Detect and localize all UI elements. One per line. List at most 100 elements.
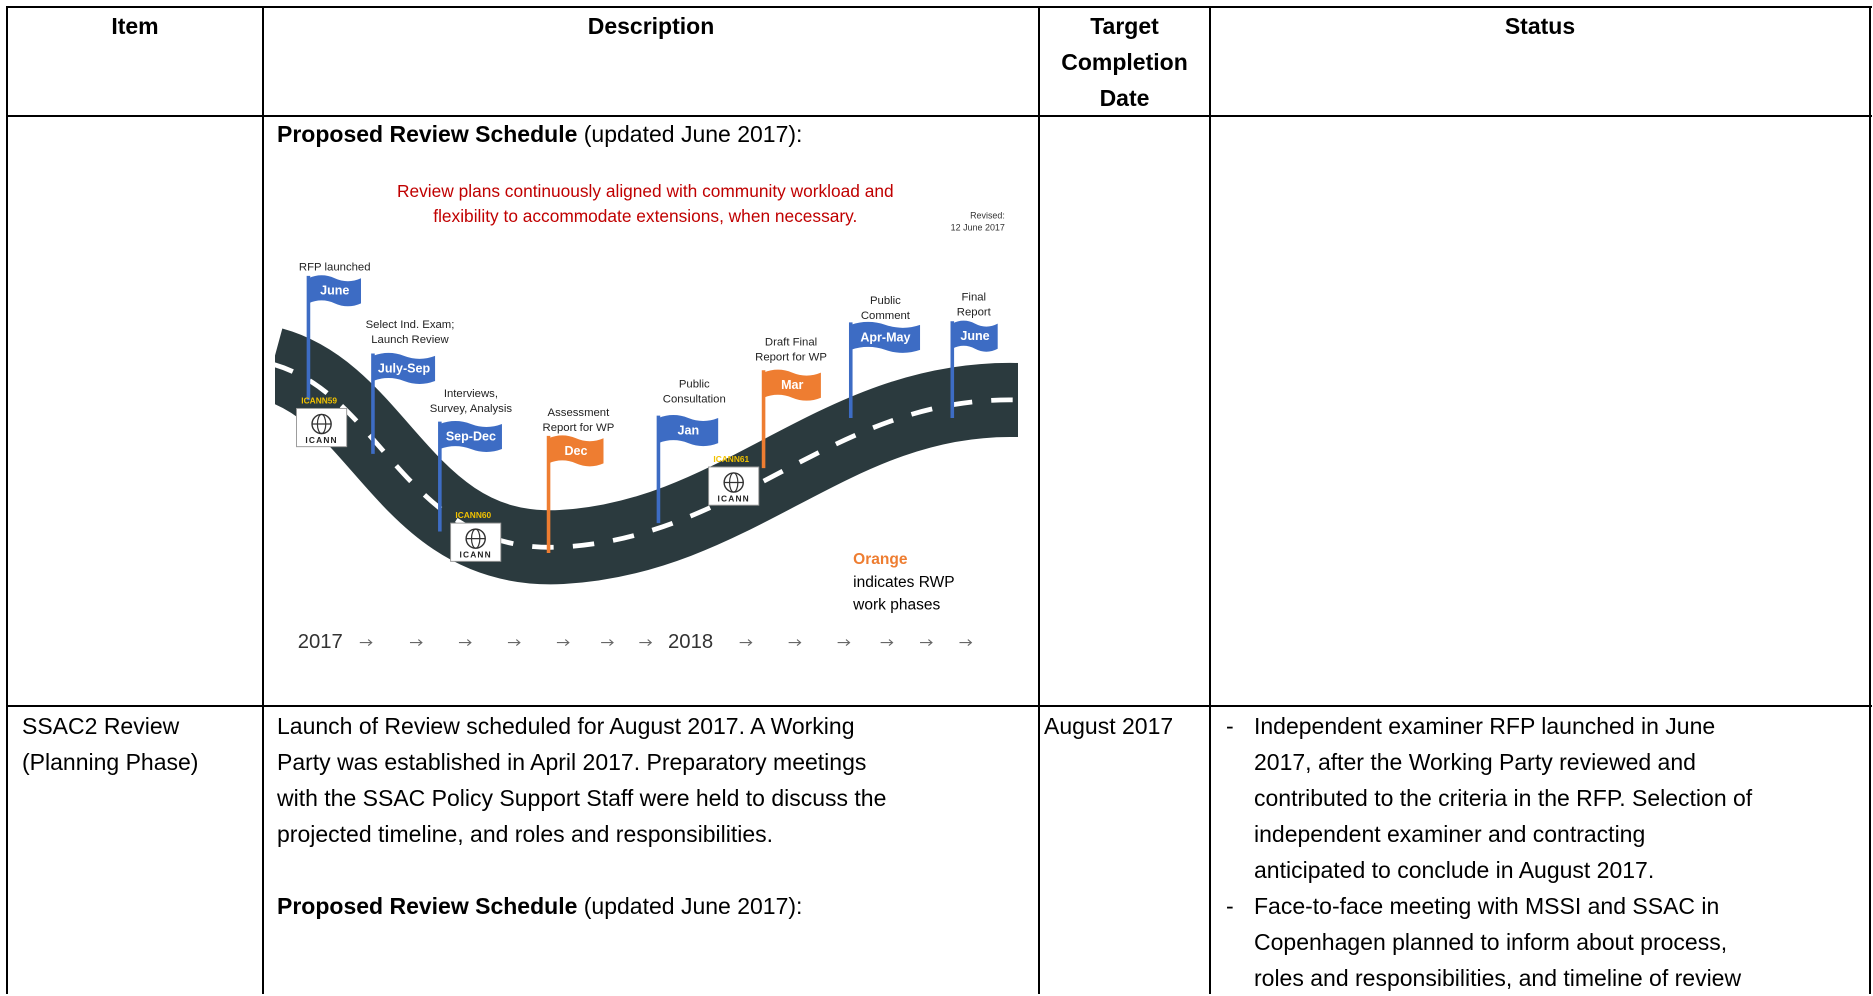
flag-month: June	[960, 329, 989, 343]
flag	[658, 415, 719, 447]
flag	[308, 275, 362, 307]
bullet-mark: -	[1226, 893, 1234, 919]
year-label: 2017	[298, 631, 343, 653]
header-item: Item	[111, 13, 159, 39]
timeline-arrow	[959, 639, 973, 646]
flag	[952, 320, 998, 352]
description-line: Launch of Review scheduled for August 20…	[277, 713, 855, 739]
border	[262, 6, 264, 994]
revised-note: Revised:	[970, 210, 1005, 220]
flag-month: Mar	[781, 378, 803, 392]
schedule-heading: Proposed Review Schedule (updated June 2…	[277, 888, 802, 924]
flag-label: Select Ind. Exam;	[366, 319, 455, 331]
flag-label: Interviews,	[444, 388, 498, 400]
bullet-text: Face-to-face meeting with MSSI and SSAC …	[1254, 888, 1741, 996]
flag-label: Report for WP	[543, 422, 615, 434]
status-line: roles and responsibilities, and timeline…	[1254, 965, 1742, 991]
status-bullet: - Independent examiner RFP launched in Ju…	[1226, 708, 1866, 888]
flag-label: Public	[870, 295, 901, 307]
flag	[850, 321, 921, 353]
meeting-name: ICANN59	[301, 395, 337, 405]
timeline-arrow	[507, 639, 521, 646]
status-cell: - Independent examiner RFP launched in Ju…	[1226, 708, 1866, 996]
timeline-arrow	[788, 639, 802, 646]
timeline-arrow	[837, 639, 851, 646]
text: (updated June 2017):	[583, 893, 803, 919]
flag	[548, 435, 604, 467]
logo-text: ICANN	[459, 550, 491, 560]
flag-label: Survey, Analysis	[430, 403, 513, 415]
timeline-arrow	[556, 639, 570, 646]
flag-label: Draft Final	[765, 337, 817, 349]
border	[1209, 6, 1211, 994]
flag-label: Report	[957, 306, 992, 318]
legend-text: work phases	[852, 597, 940, 614]
timeline-arrow	[458, 639, 472, 646]
border	[1038, 6, 1040, 994]
timeline-arrow	[601, 639, 614, 646]
description-line: with the SSAC Policy Support Staff were …	[277, 785, 887, 811]
item-cell: SSAC2 Review (Planning Phase)	[22, 708, 198, 780]
flag-month: Dec	[565, 444, 588, 458]
timeline-arrow	[920, 639, 933, 646]
border	[6, 705, 1872, 707]
legend-key: Orange	[853, 551, 908, 568]
status-line: anticipated to conclude in August 2017.	[1254, 857, 1655, 883]
flag	[763, 369, 821, 401]
logo-text: ICANN	[717, 493, 749, 503]
legend-text: indicates RWP	[853, 574, 954, 591]
flag-month: June	[320, 284, 349, 298]
flag-label: Launch Review	[371, 334, 449, 346]
flag-label: Public	[679, 379, 710, 391]
headline: Review plans continuously aligned with c…	[397, 181, 894, 201]
status-line: contributed to the criteria in the RFP. …	[1254, 785, 1753, 811]
year-label: 2018	[668, 631, 713, 653]
flag-month: July-Sep	[378, 361, 431, 375]
flag-label: Consultation	[663, 393, 726, 405]
flag-label: Final	[962, 291, 987, 303]
road-marking	[275, 362, 1018, 550]
schedule-diagram: Review plans continuously aligned with c…	[275, 181, 1018, 653]
timeline-arrow	[409, 639, 423, 646]
header-target: Target Completion Date	[1061, 13, 1188, 111]
border	[1869, 6, 1871, 994]
schedule-heading: Proposed Review Schedule (updated June 2…	[277, 116, 802, 152]
timeline-arrow	[880, 639, 894, 646]
status-line: Face-to-face meeting with MSSI and SSAC …	[1254, 893, 1720, 919]
bold-text: Proposed Review Schedule	[277, 121, 578, 147]
logo-text: ICANN	[305, 435, 337, 445]
flag-month: Sep-Dec	[446, 429, 496, 443]
text: (updated June 2017):	[583, 121, 803, 147]
bold-text: Proposed Review Schedule	[277, 893, 578, 919]
item-line: (Planning Phase)	[22, 749, 199, 775]
description-cell: Launch of Review scheduled for August 20…	[277, 708, 1035, 852]
flag-label: RFP launched	[299, 261, 371, 273]
flag-label: Assessment	[548, 407, 611, 419]
bullet-mark: -	[1226, 713, 1234, 739]
status-line: independent examiner and contracting	[1254, 821, 1646, 847]
border	[6, 6, 8, 994]
flag	[372, 352, 436, 384]
road	[275, 328, 1018, 585]
description-line: projected timeline, and roles and respon…	[277, 821, 774, 847]
bullet-text: Independent examiner RFP launched in Jun…	[1254, 708, 1752, 888]
status-line: Independent examiner RFP launched in Jun…	[1254, 713, 1716, 739]
meeting-name: ICANN61	[713, 454, 749, 464]
flag-month: Apr-May	[860, 330, 910, 344]
flag-label: Report for WP	[755, 352, 827, 364]
timeline-arrow	[359, 639, 373, 646]
border	[6, 115, 1872, 117]
flag	[439, 420, 502, 453]
flag-label: Comment	[861, 310, 911, 322]
status-line: Copenhagen planned to inform about proce…	[1254, 929, 1728, 955]
timeline-arrow	[639, 639, 653, 646]
header-status: Status	[1504, 13, 1576, 39]
headline: flexibility to accommodate extensions, w…	[433, 206, 857, 226]
item-line: SSAC2 Review	[22, 713, 180, 739]
timeline-arrow	[739, 639, 753, 646]
revised-note: 12 June 2017	[951, 222, 1005, 232]
status-line: 2017, after the Working Party reviewed a…	[1254, 749, 1696, 775]
flag-month: Jan	[678, 423, 700, 437]
target-cell: August 2017	[1044, 713, 1174, 739]
